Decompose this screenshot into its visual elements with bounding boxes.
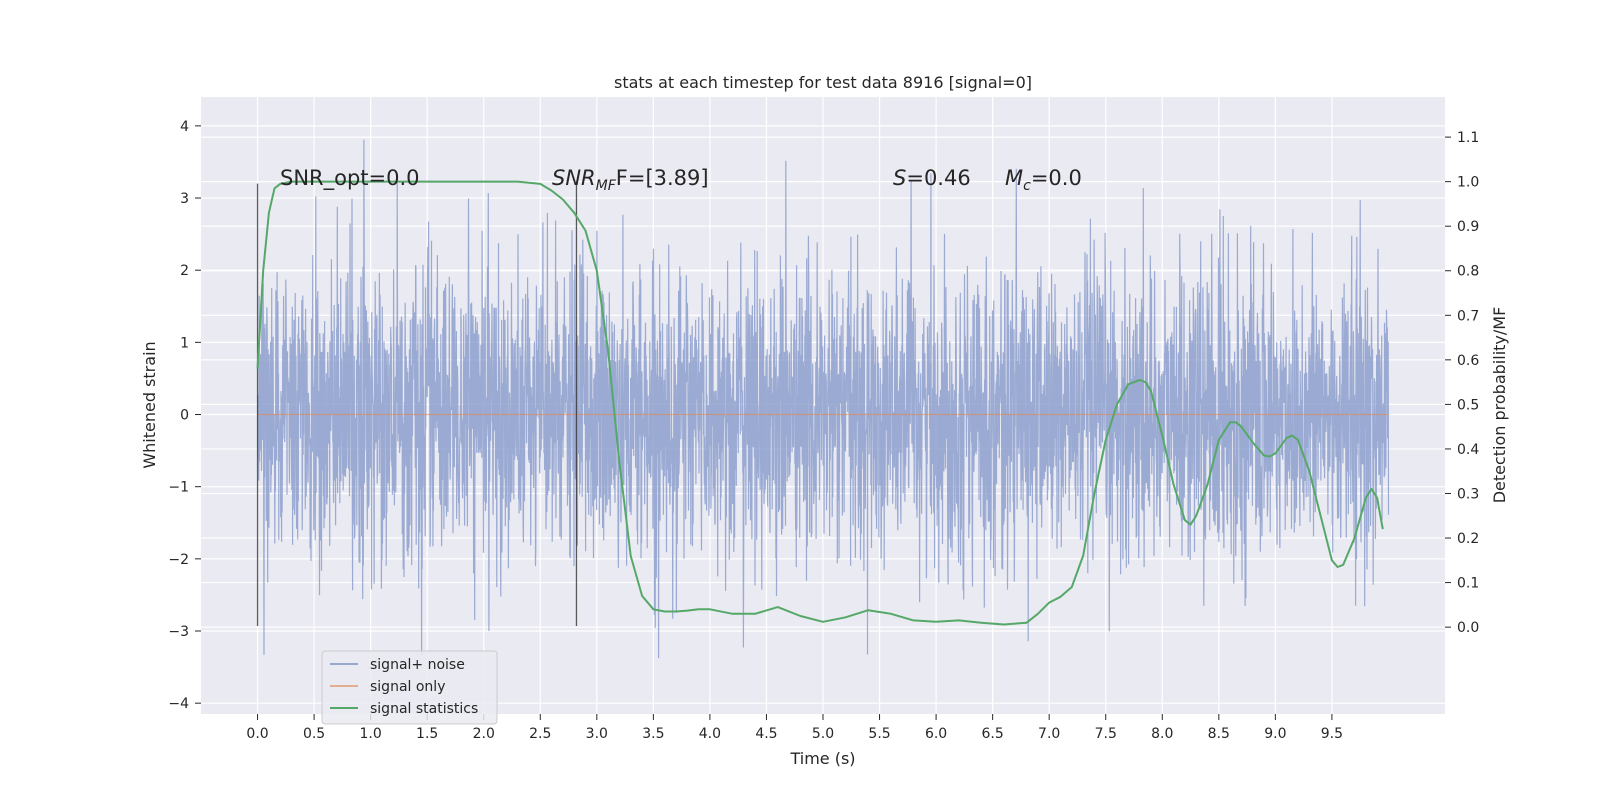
signal-plus-noise-line <box>256 139 1390 659</box>
x-tick-label: 2.0 <box>473 726 495 742</box>
annotation-s-symbol: S <box>893 166 906 190</box>
annotation-snr-mf-value: F=[3.89] <box>616 166 709 190</box>
y2-axis-label: Detection probability/MF <box>1490 307 1509 504</box>
y-tick-label: 2 <box>180 263 189 279</box>
marker-lines <box>256 183 578 626</box>
legend-label-signal-noise: signal+ noise <box>370 657 465 673</box>
x-tick-label: 3.5 <box>642 726 664 742</box>
annotation-snr-mf-prefix: SNR <box>552 166 596 190</box>
x-tick-label: 1.5 <box>416 726 438 742</box>
x-tick-label: 4.5 <box>755 726 777 742</box>
y-tick-label: 3 <box>180 191 189 207</box>
annotation-s: S=0.46 <box>893 166 971 190</box>
x-tick-label: 7.5 <box>1095 726 1117 742</box>
x-tick-label: 5.5 <box>868 726 890 742</box>
y-tick-label: −1 <box>168 480 189 496</box>
signal-plus-noise-series <box>256 139 1390 659</box>
y2-tick-label: 0.2 <box>1457 531 1479 547</box>
legend: signal+ noise signal only signal statist… <box>321 650 498 725</box>
y2-tick-label: 1.0 <box>1457 175 1479 191</box>
signal-statistics-series <box>256 180 1384 626</box>
annotation-mc-value: =0.0 <box>1031 166 1082 190</box>
x-tick-label: 6.0 <box>925 726 947 742</box>
y2-tick-label: 0.7 <box>1457 308 1479 324</box>
y2-tick-label: 0.0 <box>1457 620 1479 636</box>
annotation-mc: Mc=0.0 <box>1005 166 1082 194</box>
signal-statistics-line <box>256 180 1384 626</box>
x-tick-label: 5.0 <box>812 726 834 742</box>
y-tick-label: 0 <box>180 408 189 424</box>
y2-tick-label: 0.4 <box>1457 442 1479 458</box>
x-tick-label: 2.5 <box>529 726 551 742</box>
annotation-snr-mf-sub: MF <box>596 178 617 194</box>
y-tick-label: −2 <box>168 552 189 568</box>
annotation-mc-symbol: M <box>1005 166 1023 190</box>
annotation-s-value: =0.46 <box>906 166 970 190</box>
chart-title: stats at each timestep for test data 891… <box>614 73 1032 92</box>
legend-label-signal-only: signal only <box>370 679 445 695</box>
legend-box <box>321 650 498 725</box>
y2-tick-label: 0.6 <box>1457 353 1479 369</box>
y2-tick-label: 0.8 <box>1457 264 1479 280</box>
y2-tick-label: 0.3 <box>1457 486 1479 502</box>
annotation-snr-opt: SNR_opt=0.0 <box>280 166 420 191</box>
x-tick-label: 9.0 <box>1264 726 1286 742</box>
x-axis-ticks: 0.0 0.5 1.0 1.5 2.0 2.5 3.0 3.5 4.0 4.5 5.0 5.5 6.0 6… <box>246 714 1343 742</box>
y-tick-label: −3 <box>168 624 189 640</box>
y-axis-label: Whitened strain <box>140 341 159 468</box>
y2-tick-label: 0.5 <box>1457 397 1479 413</box>
y2-tick-label: 0.9 <box>1457 219 1479 235</box>
y-tick-label: −4 <box>168 696 189 712</box>
x-tick-label: 9.5 <box>1321 726 1343 742</box>
x-axis-label: Time (s) <box>789 749 855 768</box>
x-tick-label: 8.0 <box>1151 726 1173 742</box>
y2-tick-label: 1.1 <box>1457 130 1479 146</box>
annotation-mc-sub: c <box>1023 178 1031 194</box>
y2-axis-ticks: 1.1 1.0 0.9 0.8 0.7 0.6 0.5 0.4 0.3 0.2 0.1 0.0 <box>1445 130 1479 636</box>
x-tick-label: 6.5 <box>982 726 1004 742</box>
x-tick-label: 1.0 <box>360 726 382 742</box>
x-tick-label: 4.0 <box>699 726 721 742</box>
y-tick-label: 4 <box>180 119 189 135</box>
x-tick-label: 7.0 <box>1038 726 1060 742</box>
y2-tick-label: 0.1 <box>1457 576 1479 592</box>
annotation-snr-mf: SNRMFF=[3.89] <box>552 166 709 194</box>
x-tick-label: 0.0 <box>246 726 268 742</box>
y-axis-ticks: 4 3 2 1 0 −1 −2 −3 −4 <box>168 119 201 712</box>
legend-label-signal-statistics: signal statistics <box>370 701 478 717</box>
x-tick-label: 8.5 <box>1208 726 1230 742</box>
x-tick-label: 0.5 <box>303 726 325 742</box>
y-tick-label: 1 <box>180 335 189 351</box>
x-tick-label: 3.0 <box>586 726 608 742</box>
